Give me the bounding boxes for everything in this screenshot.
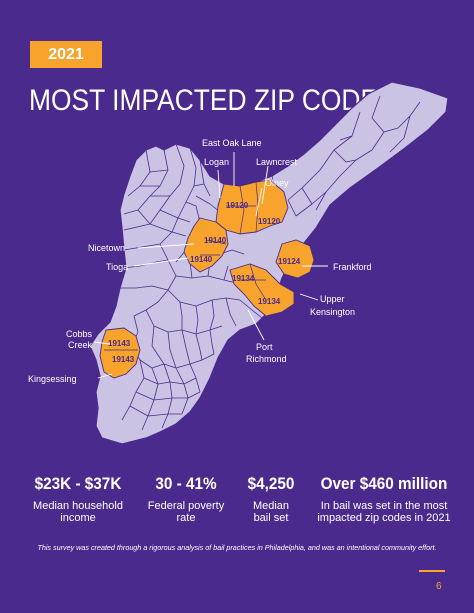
zip-labels: 19120 19120 19140 19140 19124 19134 1913…	[108, 201, 301, 364]
zip-area-19124	[275, 239, 315, 279]
stat-value: $4,250	[247, 474, 295, 493]
zip-area-19134	[229, 263, 295, 317]
zip-label: 19120	[226, 201, 249, 210]
page-title: MOST IMPACTED ZIP CODES	[29, 84, 396, 117]
stat-poverty: 30 - 41% Federal poverty rate	[138, 474, 234, 524]
callout-kingsessing: Kingsessing	[28, 374, 77, 384]
zip-label: 19120	[258, 217, 281, 226]
zip-label: 19134	[258, 297, 281, 306]
stat-value: Over $460 million	[320, 474, 448, 493]
stats-row: $23K - $37K Median household income 30 - …	[0, 474, 474, 534]
stat-label: In bail was set in the most impacted zip …	[317, 500, 451, 524]
callout-upper: Upper	[320, 294, 345, 304]
callout-east-oak-lane: East Oak Lane	[202, 138, 262, 148]
callout-kensington: Kensington	[310, 307, 355, 317]
zip-label: 19143	[108, 339, 131, 348]
page-number-rule	[419, 570, 445, 572]
zip-label: 19143	[112, 355, 135, 364]
callout-lines	[93, 152, 328, 379]
stat-total-bail: Over $460 million In bail was set in the…	[306, 474, 462, 524]
stat-label: Median household income	[33, 500, 123, 524]
callout-creek: Creek	[68, 340, 93, 350]
year-badge: 2021	[30, 41, 102, 68]
callout-richmond: Richmond	[246, 354, 287, 364]
city-outline	[89, 81, 449, 445]
footnote: This survey was created through a rigoro…	[37, 543, 437, 552]
callout-nicetown: Nicetown	[88, 243, 125, 253]
highlighted-zip-areas	[99, 179, 315, 379]
stat-value: 30 - 41%	[155, 474, 217, 493]
callout-labels: East Oak Lane Logan Lawncrest Olney Nice…	[28, 138, 372, 384]
neighborhood-borders	[120, 95, 421, 431]
zip-area-19140	[183, 217, 229, 273]
zip-label: 19134	[232, 274, 255, 283]
philadelphia-zip-map: 19120 19120 19140 19140 19124 19134 1913…	[28, 81, 449, 445]
callout-tioga: Tioga	[106, 262, 128, 272]
callout-frankford: Frankford	[333, 262, 372, 272]
stat-income: $23K - $37K Median household income	[20, 474, 136, 524]
stat-value: $23K - $37K	[34, 474, 122, 493]
callout-cobbs: Cobbs	[66, 329, 93, 339]
page-number: 6	[436, 581, 442, 592]
callout-port: Port	[256, 342, 273, 352]
stat-label: Median bail set	[252, 500, 290, 524]
callout-lawncrest: Lawncrest	[256, 157, 298, 167]
callout-olney: Olney	[265, 178, 289, 188]
zip-label: 19140	[190, 255, 213, 264]
zip-area-19143	[99, 327, 141, 379]
zip-label: 19124	[278, 257, 301, 266]
stat-label: Federal poverty rate	[147, 500, 225, 524]
zip-label: 19140	[204, 236, 227, 245]
callout-logan: Logan	[204, 157, 229, 167]
stat-bail: $4,250 Median bail set	[236, 474, 306, 524]
